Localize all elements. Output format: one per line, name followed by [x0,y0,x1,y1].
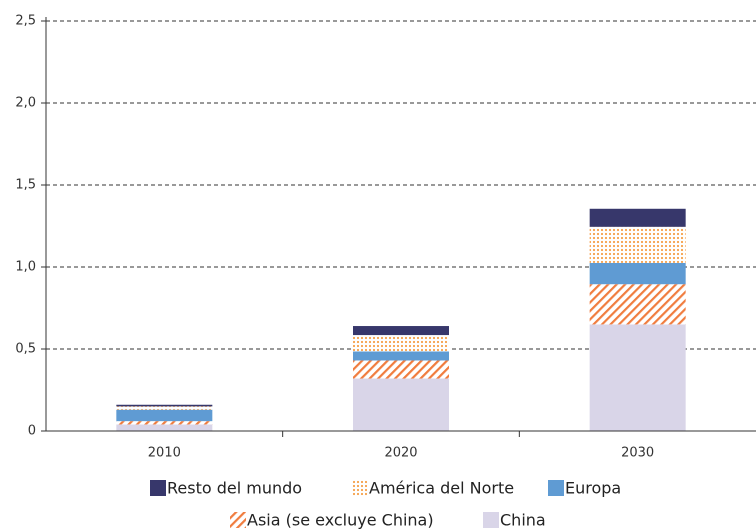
legend-swatch [483,512,499,528]
y-tick-label: 0 [28,424,36,439]
bar-segment [589,284,686,325]
bar-segment [353,335,449,352]
bar-segment [353,351,449,361]
bar-segment [589,324,686,431]
bar-segment [353,326,449,336]
bar-segment [353,360,449,379]
y-tick-label: 1,0 [15,260,36,275]
legend-swatch [548,480,564,496]
legend-label: Asia (se excluye China) [247,511,434,530]
bar-segment [116,409,213,422]
legend-label: Resto del mundo [167,479,302,498]
x-tick-label: 2030 [621,446,654,461]
bar-segment [116,404,213,407]
bar-segment [589,226,686,263]
legend-label: China [500,511,546,530]
legend-swatch [352,480,368,496]
x-tick-label: 2010 [148,446,181,461]
y-tick-label: 0,5 [15,342,36,357]
x-tick-label: 2020 [384,446,417,461]
legend-label: América del Norte [369,479,514,498]
legend-swatch [150,480,166,496]
y-tick-label: 2,5 [15,14,36,29]
legend-swatch [230,512,246,528]
bar-segment [589,208,686,227]
bar-segment [589,262,686,285]
y-tick-label: 2,0 [15,96,36,111]
legend-label: Europa [565,479,621,498]
bar-segment [116,406,213,410]
y-tick-label: 1,5 [15,178,36,193]
bar-segment [116,424,213,431]
bar-segment [116,421,213,425]
bar-segment [353,378,449,431]
